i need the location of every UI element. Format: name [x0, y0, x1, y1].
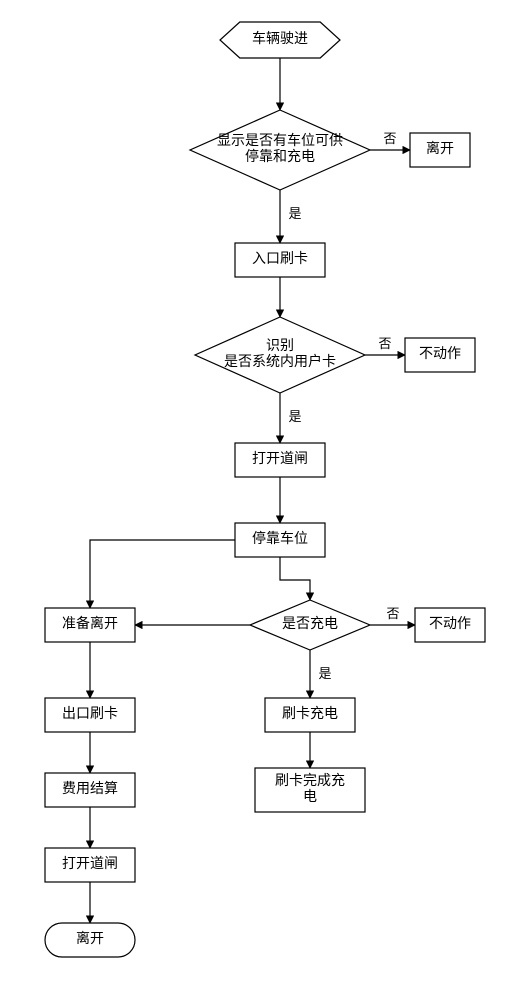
- svg-text:刷卡充电: 刷卡充电: [282, 706, 338, 722]
- svg-text:离开: 离开: [426, 140, 454, 157]
- node-open_gate: 打开道闸: [235, 443, 325, 477]
- svg-text:停靠和充电: 停靠和充电: [245, 148, 315, 165]
- node-swipe_in: 入口刷卡: [235, 243, 325, 277]
- edge: [280, 557, 310, 600]
- edge-label: 是: [318, 666, 331, 681]
- svg-text:刷卡完成充: 刷卡完成充: [275, 773, 345, 789]
- node-noop1: 不动作: [405, 338, 475, 372]
- svg-text:车辆驶进: 车辆驶进: [252, 30, 308, 47]
- svg-text:打开道闸: 打开道闸: [252, 450, 308, 467]
- flowchart-canvas: 否是否是否是车辆驶进显示是否有车位可供停靠和充电离开入口刷卡识别是否系统内用户卡…: [0, 0, 517, 1000]
- node-settle: 费用结算: [45, 773, 135, 807]
- edge-label: 是: [288, 206, 301, 221]
- svg-text:费用结算: 费用结算: [62, 781, 118, 797]
- svg-text:打开道闸: 打开道闸: [62, 855, 118, 872]
- node-d_space: 显示是否有车位可供停靠和充电: [190, 110, 370, 190]
- node-start: 车辆驶进: [220, 22, 340, 58]
- svg-text:不动作: 不动作: [419, 346, 461, 362]
- node-leave1: 离开: [410, 133, 470, 167]
- svg-text:不动作: 不动作: [429, 616, 471, 632]
- svg-text:入口刷卡: 入口刷卡: [252, 251, 308, 267]
- svg-text:停靠车位: 停靠车位: [252, 530, 308, 547]
- node-d_charge: 是否充电: [250, 600, 370, 650]
- node-prep_leave: 准备离开: [45, 608, 135, 642]
- edge: [90, 540, 235, 608]
- svg-text:是否充电: 是否充电: [282, 616, 338, 632]
- svg-text:准备离开: 准备离开: [62, 615, 118, 632]
- node-swipe_charge: 刷卡充电: [265, 698, 355, 732]
- node-d_card: 识别是否系统内用户卡: [195, 317, 365, 393]
- node-end: 离开: [45, 923, 135, 957]
- edge-label: 否: [386, 606, 399, 621]
- svg-text:显示是否有车位可供: 显示是否有车位可供: [217, 132, 343, 149]
- node-swipe_out: 出口刷卡: [45, 698, 135, 732]
- edge-label: 否: [383, 131, 396, 146]
- node-park: 停靠车位: [235, 523, 325, 557]
- svg-text:电: 电: [303, 789, 317, 805]
- node-noop2: 不动作: [415, 608, 485, 642]
- node-open_gate2: 打开道闸: [45, 848, 135, 882]
- node-done_charge: 刷卡完成充电: [255, 768, 365, 812]
- svg-text:出口刷卡: 出口刷卡: [62, 706, 118, 722]
- svg-text:离开: 离开: [76, 930, 104, 947]
- svg-text:识别: 识别: [266, 338, 294, 354]
- svg-text:是否系统内用户卡: 是否系统内用户卡: [224, 353, 336, 370]
- edge-label: 是: [288, 409, 301, 424]
- edge-label: 否: [378, 336, 391, 351]
